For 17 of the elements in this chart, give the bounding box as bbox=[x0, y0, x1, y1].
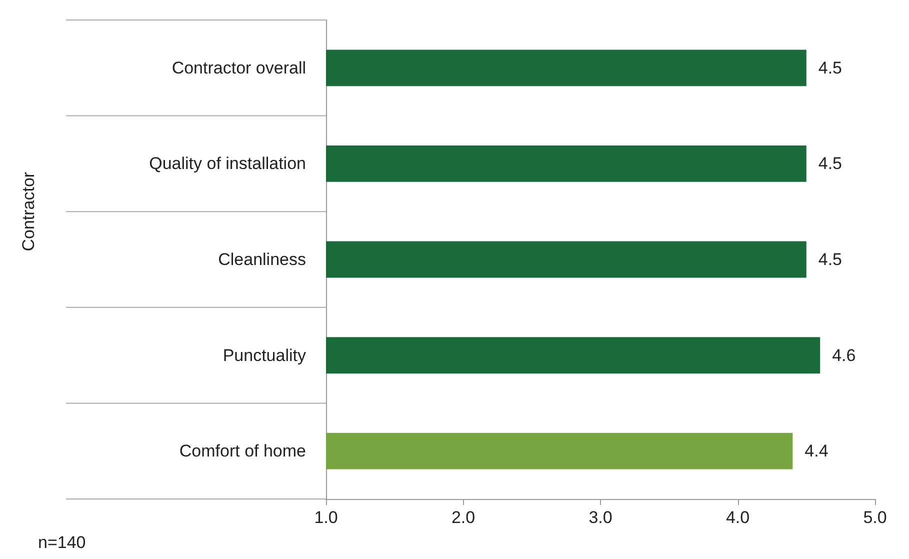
y-tick-label: Comfort of home bbox=[179, 442, 306, 461]
x-tick-label: 5.0 bbox=[863, 508, 887, 527]
data-label: 4.4 bbox=[804, 442, 828, 461]
y-tick-label: Cleanliness bbox=[218, 250, 306, 269]
y-tick-label: Quality of installation bbox=[149, 154, 306, 174]
y-tick-label: Contractor overall bbox=[172, 58, 306, 78]
x-tick-label: 1.0 bbox=[314, 508, 338, 527]
data-label: 4.5 bbox=[818, 154, 842, 174]
x-tick-label: 4.0 bbox=[726, 508, 750, 527]
x-tick-label: 2.0 bbox=[451, 508, 476, 527]
y-tick-label: Punctuality bbox=[222, 346, 306, 365]
text: n=140 bbox=[38, 533, 86, 552]
data-label: 4.6 bbox=[832, 346, 856, 365]
data-label: 4.5 bbox=[818, 58, 842, 78]
x-tick-label: 3.0 bbox=[588, 508, 612, 527]
data-label: 4.5 bbox=[818, 250, 842, 269]
text: Contractor bbox=[19, 172, 38, 252]
